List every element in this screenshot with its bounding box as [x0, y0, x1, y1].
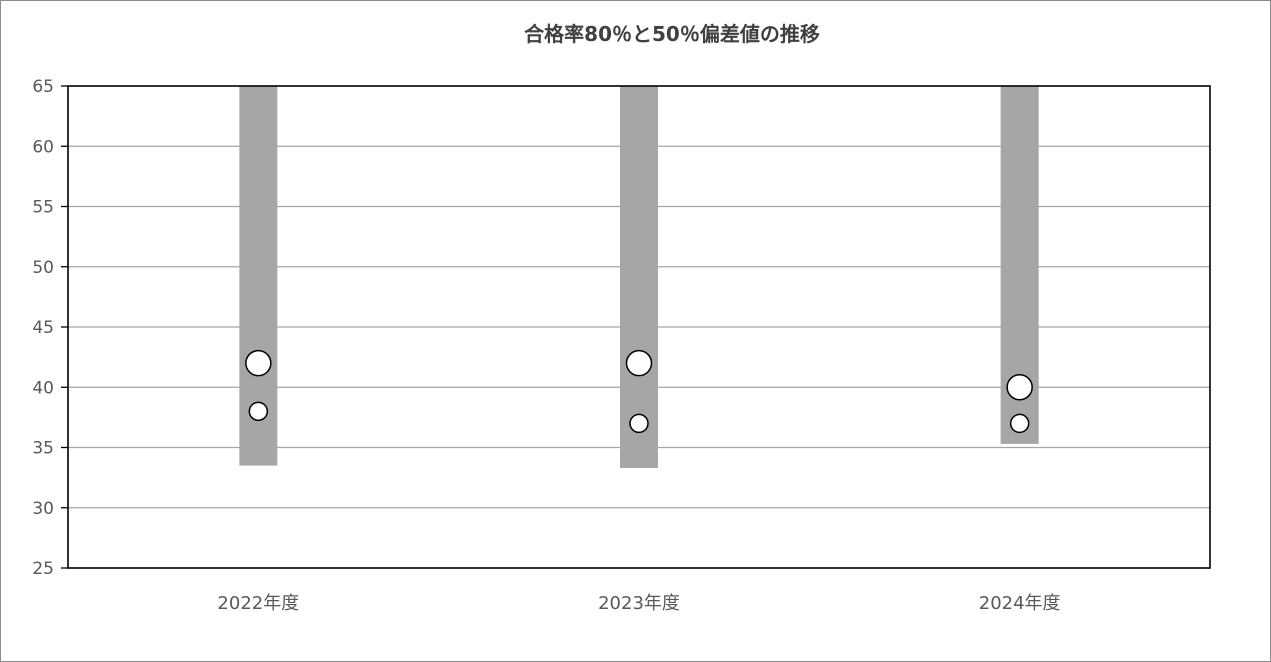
range-bar-2	[620, 86, 658, 468]
x-axis-ticks: 2022年度 2023年度 2024年度	[217, 593, 1060, 614]
chart-title: 合格率80％と50％偏差値の推移	[524, 22, 820, 46]
y-tick-label-65: 65	[32, 77, 54, 97]
y-tick-label-25: 25	[32, 559, 54, 579]
y-tick-label-55: 55	[32, 198, 54, 218]
marker-series-2-point-1	[248, 401, 269, 422]
y-tick-label-40: 40	[32, 378, 54, 398]
scatter-markers	[245, 349, 1033, 434]
marker-series-1-point-2	[625, 349, 653, 377]
y-tick-label-30: 30	[32, 499, 54, 519]
marker-series-1-point-3	[1006, 374, 1033, 401]
y-tick-label-50: 50	[32, 258, 54, 278]
x-tick-label-2: 2023年度	[598, 593, 680, 614]
marker-series-1-point-1	[245, 349, 272, 377]
marker-series-2-point-3	[1009, 413, 1030, 434]
y-axis-ticks: 25 30 35 40 45 50 55 60 65	[32, 77, 68, 579]
y-tick-label-35: 35	[32, 439, 54, 459]
range-bars	[239, 86, 1039, 468]
marker-series-2-point-2	[629, 413, 649, 434]
x-tick-label-1: 2022年度	[217, 593, 299, 614]
x-tick-label-3: 2024年度	[979, 593, 1061, 614]
y-tick-label-45: 45	[32, 318, 54, 338]
y-tick-label-60: 60	[32, 137, 54, 157]
